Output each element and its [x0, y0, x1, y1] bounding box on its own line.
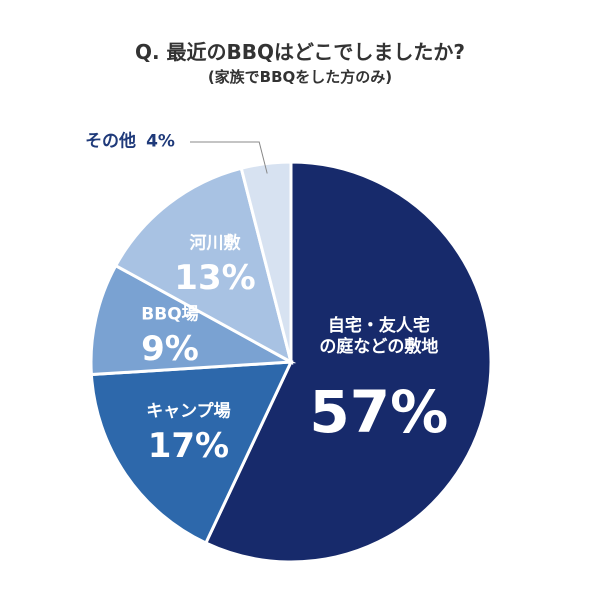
category-label: 自宅・友人宅 の庭などの敷地: [319, 315, 439, 357]
pie-slice: [89, 263, 297, 377]
category-label: キャンプ場: [146, 401, 231, 422]
value-label: 17%: [147, 425, 230, 466]
value-label: 9%: [141, 328, 199, 369]
value-label: 57%: [309, 377, 449, 446]
value-label: 13%: [174, 257, 256, 298]
pie-slice: [203, 160, 493, 564]
chart-title: Q. 最近のBBQはどこでしましたか?: [134, 40, 466, 64]
outside-label: その他 4%: [85, 131, 175, 152]
pie-slice: [89, 360, 294, 545]
pie-slice: [239, 160, 293, 363]
category-label: BBQ場: [141, 304, 199, 325]
category-label: その他: [85, 131, 137, 152]
value-label: 4%: [146, 131, 175, 152]
pie-slice: [113, 166, 294, 365]
chart-subtitle: (家族でBBQをした方のみ): [207, 68, 393, 86]
category-label: 河川敷: [189, 233, 241, 254]
leader-line: [190, 141, 268, 174]
